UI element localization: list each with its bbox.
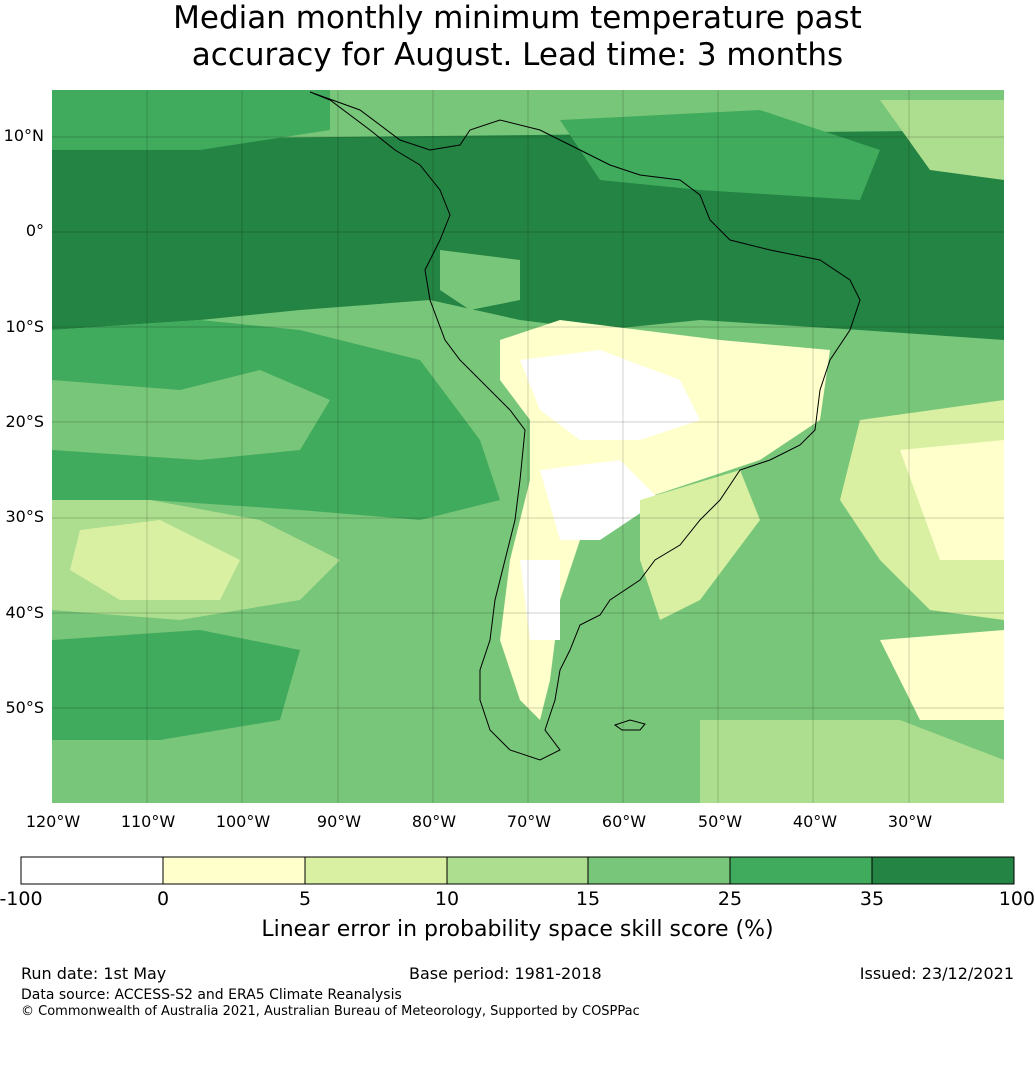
colorbar-tick-100: 100 xyxy=(998,888,1035,910)
colorbar-tick-0: 0 xyxy=(156,888,170,910)
copyright: © Commonwealth of Australia 2021, Austra… xyxy=(21,1004,640,1019)
skill-field xyxy=(52,90,1004,803)
colorbar-tick-10: 10 xyxy=(434,888,460,910)
colorbar-segment-2 xyxy=(163,857,305,884)
colorbar-tick-15: 15 xyxy=(575,888,601,910)
colorbar-segment-6 xyxy=(730,857,872,884)
issued-date: Issued: 23/12/2021 xyxy=(859,964,1014,983)
lon-label-60w: 60°W xyxy=(601,812,647,831)
lon-label-90w: 90°W xyxy=(316,812,362,831)
falkland-islands xyxy=(613,719,646,731)
lat-label-40s: 40°S xyxy=(5,603,44,622)
colorbar-tick-25: 25 xyxy=(717,888,743,910)
lon-label-40w: 40°W xyxy=(792,812,838,831)
lon-label-30w: 30°W xyxy=(887,812,933,831)
lon-label-50w: 50°W xyxy=(697,812,743,831)
map-title: Median monthly minimum temperature past … xyxy=(0,0,1035,74)
graticule xyxy=(52,90,1004,803)
lon-label-110w: 110°W xyxy=(120,812,176,831)
lat-label-10n: 10°N xyxy=(3,126,44,145)
colorbar-segment-4 xyxy=(447,857,588,884)
lat-label-30s: 30°S xyxy=(5,507,44,526)
colorbar-segment-7 xyxy=(872,857,1014,884)
lat-label-0: 0° xyxy=(25,221,44,240)
coastline xyxy=(309,91,861,761)
lat-label-20s: 20°S xyxy=(5,412,44,431)
run-date: Run date: 1st May xyxy=(21,964,167,983)
colorbar-tick-5: 5 xyxy=(298,888,312,910)
colorbar-tick-minus100: -100 xyxy=(0,888,43,910)
lat-label-10s: 10°S xyxy=(5,317,44,336)
colorbar xyxy=(20,856,1015,885)
colorbar-label: Linear error in probability space skill … xyxy=(261,917,774,942)
lon-label-80w: 80°W xyxy=(411,812,457,831)
lon-label-120w: 120°W xyxy=(25,812,81,831)
colorbar-tick-35: 35 xyxy=(859,888,885,910)
colorbar-segment-3 xyxy=(305,857,447,884)
lat-label-50s: 50°S xyxy=(5,698,44,717)
lon-label-100w: 100°W xyxy=(215,812,271,831)
title-line-2: accuracy for August. Lead time: 3 months xyxy=(191,37,844,73)
lon-label-70w: 70°W xyxy=(506,812,552,831)
colorbar-segment-5 xyxy=(588,857,730,884)
colorbar-segment-1 xyxy=(21,857,163,884)
base-period: Base period: 1981-2018 xyxy=(409,964,602,983)
data-source: Data source: ACCESS-S2 and ERA5 Climate … xyxy=(21,987,402,1003)
title-line-1: Median monthly minimum temperature past xyxy=(173,0,862,36)
